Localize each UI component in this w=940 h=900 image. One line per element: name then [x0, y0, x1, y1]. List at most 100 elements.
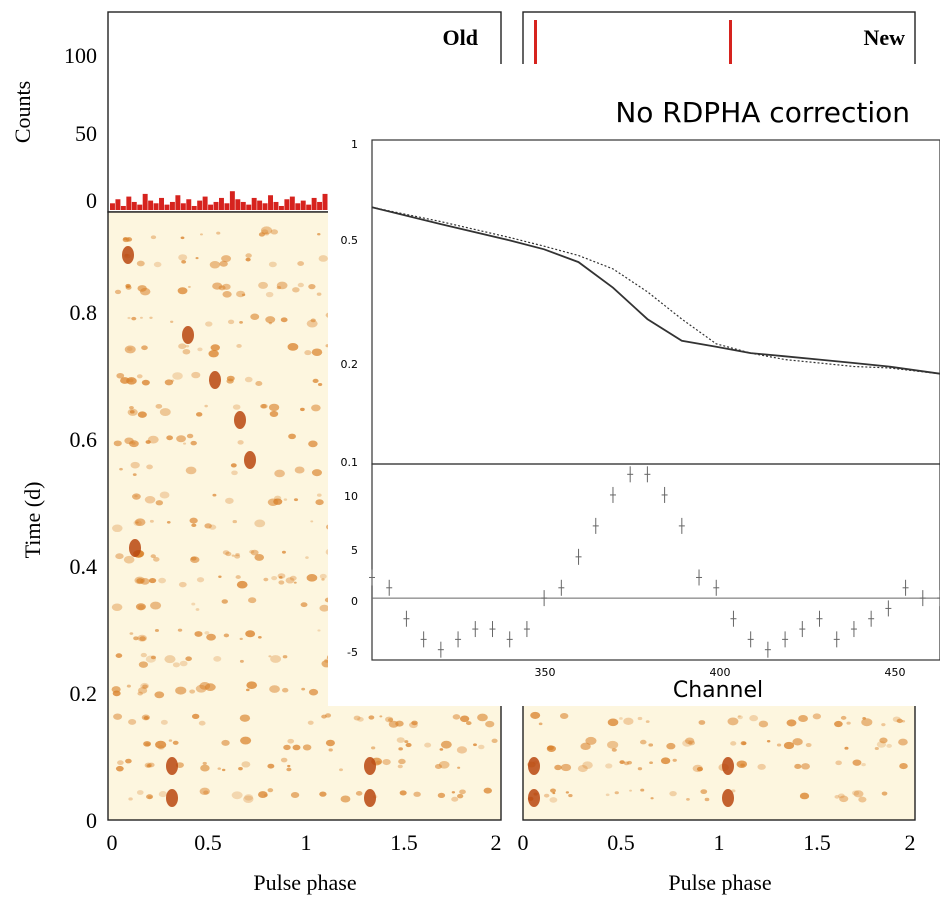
heatmap-cell [737, 715, 741, 718]
heatmap-cell [310, 318, 316, 323]
heatmap-cell [605, 793, 610, 797]
heatmap-cell [138, 661, 148, 668]
new-phase-tick-0: 0 [518, 830, 529, 855]
heatmap-cell [696, 766, 703, 772]
heatmap-cell [236, 344, 242, 348]
old-histogram-bar [164, 204, 170, 210]
heatmap-cell [637, 716, 643, 721]
heatmap-cell [434, 764, 442, 770]
heatmap-cell [611, 748, 617, 752]
heatmap-cell [180, 236, 185, 240]
inset-rtick-minus5: -5 [347, 646, 358, 659]
heatmap-cell [230, 463, 237, 468]
heatmap-cell [317, 232, 321, 236]
heatmap-cell [649, 761, 653, 765]
heatmap-hotspot [129, 539, 141, 557]
heatmap-cell [129, 405, 134, 410]
heatmap-cell [127, 408, 138, 416]
heatmap-cell [310, 520, 314, 523]
heatmap-cell [311, 469, 322, 477]
heatmap-cell [853, 790, 864, 798]
heatmap-cell [145, 440, 151, 444]
heatmap-hotspot [364, 757, 376, 775]
heatmap-cell [246, 681, 258, 689]
heatmap-cell [792, 738, 803, 746]
heatmap-cell [289, 575, 297, 581]
heatmap-cell [317, 383, 323, 387]
heatmap-cell [146, 464, 153, 470]
heatmap-cell [125, 758, 132, 764]
old-histogram-bar [110, 203, 115, 210]
heatmap-cell [135, 603, 146, 611]
heatmap-cell [308, 284, 316, 290]
heatmap-cell [686, 798, 690, 801]
heatmap-cell [325, 739, 335, 747]
heatmap-cell [148, 577, 157, 584]
heatmap-cell [682, 739, 693, 747]
heatmap-cell [305, 556, 309, 559]
heatmap-cell [159, 408, 171, 416]
heatmap-cell [692, 764, 703, 773]
heatmap-cell [271, 576, 278, 581]
heatmap-cell [424, 742, 432, 748]
heatmap-cell [862, 717, 866, 720]
heatmap-cell [700, 789, 708, 795]
time-tick-0: 0 [86, 808, 97, 833]
heatmap-cell [371, 746, 376, 750]
heatmap-cell [200, 764, 210, 772]
heatmap-cell [786, 719, 797, 727]
heatmap-cell [137, 285, 147, 292]
heatmap-cell [257, 635, 262, 639]
heatmap-cell [209, 260, 221, 269]
heatmap-cell [176, 435, 186, 443]
old-phase-axis-label: Pulse phase [253, 870, 356, 895]
heatmap-cell [835, 760, 842, 766]
heatmap-cell [473, 743, 477, 747]
old-histogram-bar [278, 205, 284, 210]
old-histogram-bar [300, 200, 306, 210]
heatmap-cell [189, 689, 196, 694]
heatmap-cell [861, 718, 873, 727]
heatmap-cell [294, 466, 305, 474]
heatmap-cell [185, 656, 192, 662]
heatmap-cell [368, 715, 375, 720]
heatmap-cell [554, 764, 562, 771]
heatmap-cell [483, 787, 492, 794]
inset-bottom-frame [371, 463, 940, 661]
heatmap-cell [136, 790, 144, 795]
heatmap-cell [304, 350, 312, 356]
old-histogram-bar [180, 203, 186, 210]
heatmap-cell [382, 759, 391, 766]
heatmap-cell [568, 794, 573, 798]
heatmap-cell [379, 715, 383, 718]
heatmap-cell [858, 796, 867, 803]
inset-panel: No RDPHA correction 1 0.5 0.2 0.1 10 5 0… [328, 64, 940, 706]
heatmap-cell [131, 493, 141, 500]
heatmap-cell [560, 763, 572, 772]
heatmap-cell [133, 636, 139, 641]
heatmap-cell [268, 403, 280, 412]
heatmap-cell [226, 375, 235, 382]
heatmap-cell [139, 636, 146, 642]
old-histogram-bar [186, 199, 192, 210]
heatmap-cell [178, 581, 187, 588]
heatmap-cell [140, 578, 150, 585]
heatmap-cell [287, 343, 299, 351]
heatmap-cell [282, 655, 288, 659]
old-histogram-bar [257, 200, 263, 210]
heatmap-cell [650, 797, 654, 800]
heatmap-cell [147, 435, 159, 444]
heatmap-cell [287, 764, 291, 768]
heatmap-cell [355, 791, 363, 796]
heatmap-cell [199, 682, 211, 690]
heatmap-cell [267, 763, 275, 769]
old-histogram-bar [202, 196, 208, 210]
heatmap-cell [277, 573, 286, 579]
heatmap-cell [626, 760, 633, 765]
heatmap-cell [190, 556, 197, 561]
heatmap-cell [316, 292, 322, 296]
heatmap-cell [158, 577, 166, 584]
heatmap-cell [188, 285, 191, 288]
heatmap-cell [543, 793, 550, 798]
heatmap-cell [221, 599, 228, 604]
